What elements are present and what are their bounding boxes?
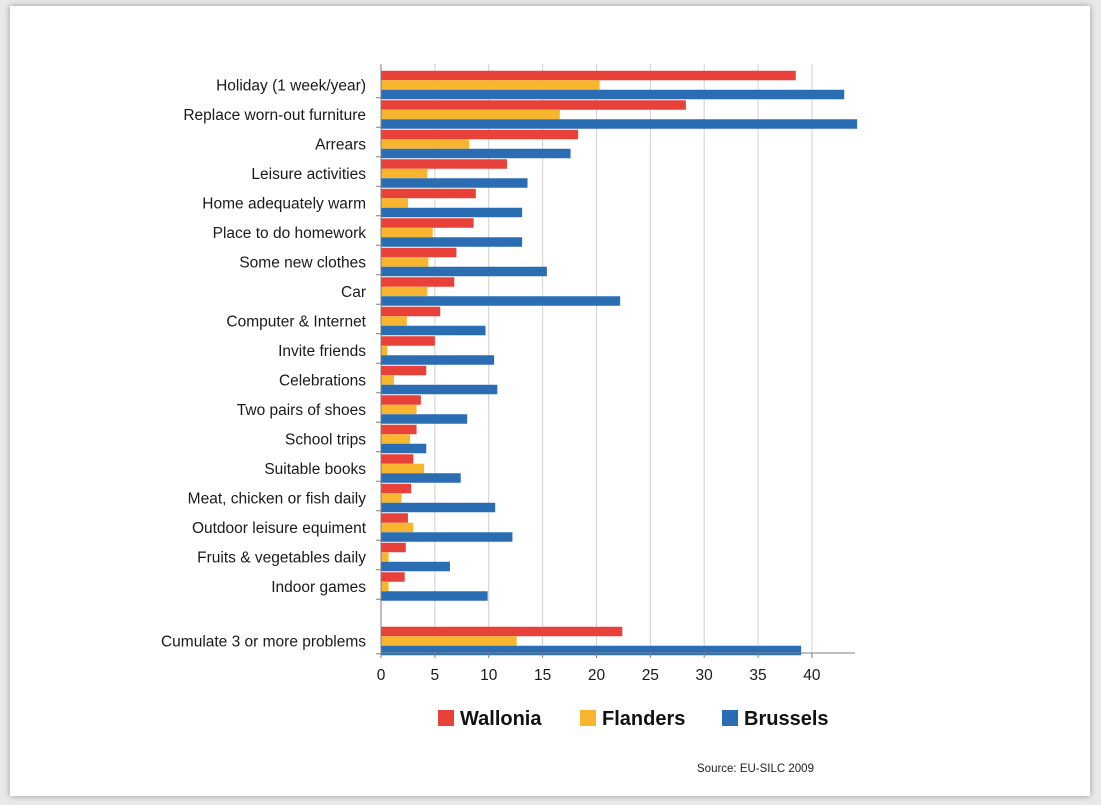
x-tick-label: 5 (431, 667, 440, 684)
bar-wallonia (381, 306, 441, 317)
category-label: Computer & Internet (226, 314, 366, 331)
category-label: Invite friends (278, 343, 366, 360)
legend-swatch-wallonia (438, 710, 454, 726)
category-label: Some new clothes (239, 255, 366, 272)
bar-flanders (381, 198, 408, 208)
bar-brussels (381, 532, 513, 542)
bar-flanders (381, 286, 428, 297)
bars (381, 70, 858, 656)
bar-chart: Holiday (1 week/year) Replace worn-out fu… (161, 64, 858, 775)
bar-flanders (381, 493, 402, 503)
legend: Wallonia Flanders Brussels (438, 708, 829, 730)
bar-brussels (381, 266, 547, 277)
bar-brussels (381, 148, 571, 159)
bar-brussels (381, 207, 523, 218)
category-label: Arrears (315, 137, 366, 154)
x-tick-labels: 0 5 10 15 20 25 30 35 40 (377, 653, 821, 684)
bar-brussels (381, 591, 488, 601)
x-tick-label: 20 (588, 667, 606, 684)
bar-flanders (381, 227, 433, 238)
category-label: Cumulate 3 or more problems (161, 634, 366, 651)
category-label: Suitable books (264, 461, 366, 478)
bar-wallonia (381, 247, 457, 258)
source-note: Source: EU-SILC 2009 (697, 763, 814, 775)
bar-wallonia (381, 483, 412, 494)
x-tick-label: 10 (480, 667, 498, 684)
bar-flanders (381, 522, 414, 533)
bar-brussels (381, 296, 621, 306)
x-tick-label: 40 (803, 667, 821, 684)
bar-wallonia (381, 454, 414, 464)
bar-wallonia (381, 100, 686, 110)
category-label: School trips (285, 432, 366, 449)
bar-wallonia (381, 188, 476, 199)
bar-wallonia (381, 365, 427, 376)
category-label: Fruits & vegetables daily (197, 550, 366, 567)
category-label: Car (341, 284, 366, 301)
bar-flanders (381, 257, 429, 267)
bar-wallonia (381, 129, 579, 140)
bar-wallonia (381, 424, 417, 435)
bar-brussels (381, 443, 427, 454)
bar-wallonia (381, 513, 408, 523)
bar-flanders (381, 463, 425, 474)
bar-flanders (381, 636, 517, 646)
bar-flanders (381, 404, 417, 415)
category-label: Place to do homework (213, 225, 367, 242)
bar-flanders (381, 434, 411, 444)
bar-brussels (381, 473, 461, 483)
category-label: Celebrations (279, 373, 366, 390)
bar-wallonia (381, 70, 796, 81)
category-label: Meat, chicken or fish daily (188, 491, 367, 508)
bar-wallonia (381, 218, 474, 228)
bar-brussels (381, 119, 858, 129)
axes (376, 64, 855, 655)
legend-label-brussels: Brussels (744, 708, 829, 730)
bar-flanders (381, 80, 600, 90)
bar-wallonia (381, 159, 508, 169)
bar-brussels (381, 414, 468, 424)
bar-flanders (381, 552, 389, 562)
category-label: Indoor games (271, 579, 366, 596)
bar-flanders (381, 316, 407, 326)
bar-wallonia (381, 336, 435, 346)
bar-brussels (381, 645, 802, 656)
bar-flanders (381, 139, 470, 149)
bar-brussels (381, 355, 495, 365)
bar-flanders (381, 375, 394, 385)
legend-label-wallonia: Wallonia (460, 708, 542, 730)
bar-flanders (381, 168, 428, 179)
x-tick-label: 25 (642, 667, 659, 684)
bar-brussels (381, 325, 486, 336)
bar-wallonia (381, 277, 455, 287)
bar-wallonia (381, 572, 405, 582)
bar-brussels (381, 384, 498, 395)
category-labels: Holiday (1 week/year) Replace worn-out fu… (161, 78, 367, 651)
category-label: Home adequately warm (202, 196, 366, 213)
x-tick-label: 15 (534, 667, 551, 684)
bar-flanders (381, 345, 388, 356)
bar-flanders (381, 581, 389, 592)
category-label: Two pairs of shoes (237, 402, 366, 419)
bar-wallonia (381, 395, 421, 405)
category-label: Outdoor leisure equiment (192, 520, 367, 537)
legend-swatch-brussels (722, 710, 738, 726)
x-tick-label: 30 (696, 667, 714, 684)
legend-label-flanders: Flanders (602, 708, 685, 730)
bar-wallonia (381, 626, 623, 637)
bar-flanders (381, 109, 560, 120)
bar-brussels (381, 89, 845, 100)
category-label: Holiday (1 week/year) (216, 78, 366, 95)
category-label: Replace worn-out furniture (183, 107, 366, 124)
chart-frame: Holiday (1 week/year) Replace worn-out fu… (10, 6, 1090, 796)
bar-brussels (381, 237, 523, 247)
bar-brussels (381, 561, 450, 572)
category-label: Leisure activities (251, 166, 366, 183)
x-tick-label: 35 (749, 667, 766, 684)
bar-wallonia (381, 542, 406, 553)
bar-brussels (381, 502, 496, 513)
bar-brussels (381, 178, 528, 188)
x-tick-label: 0 (377, 667, 386, 684)
legend-swatch-flanders (580, 710, 596, 726)
